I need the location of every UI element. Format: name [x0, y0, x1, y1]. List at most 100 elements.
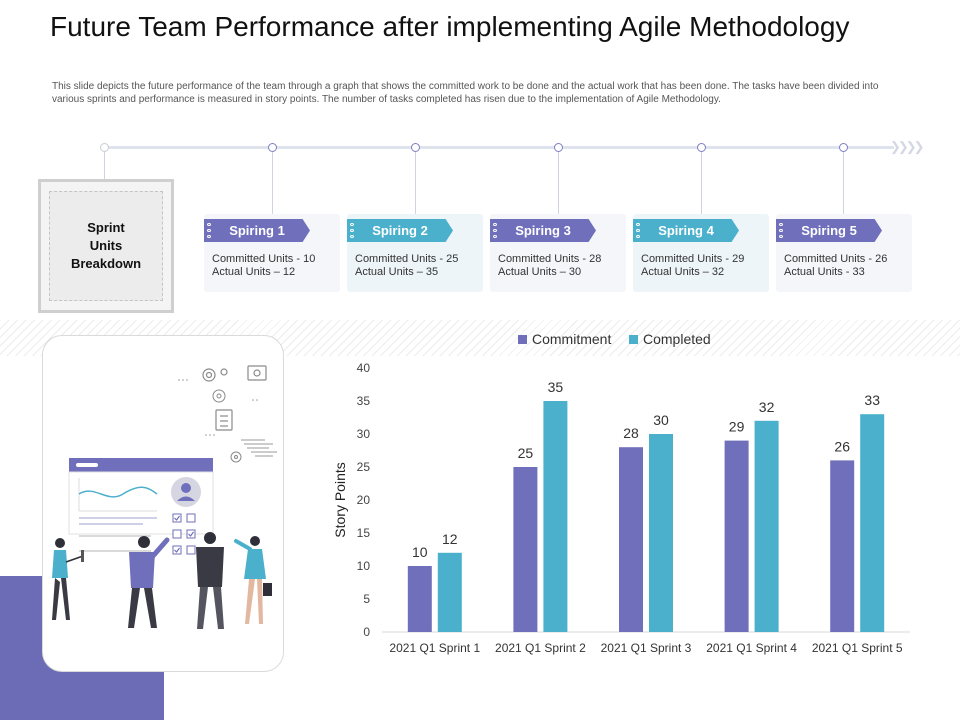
x-tick-label: 2021 Q1 Sprint 3: [601, 641, 692, 655]
timeline-connector-1: [272, 152, 273, 214]
x-tick-label: 2021 Q1 Sprint 2: [495, 641, 586, 655]
target-icon: [212, 389, 226, 403]
sprint-units: Committed Units - 25 Actual Units – 35: [355, 253, 458, 279]
checkbox-list: [79, 513, 196, 555]
committed-units: Committed Units - 10: [212, 253, 316, 265]
y-tick-label: 40: [357, 361, 371, 375]
bar-commitment: [724, 440, 749, 632]
timeline-line: [104, 146, 894, 149]
sprint-name: Spiring 3: [515, 223, 571, 238]
y-tick-label: 5: [363, 592, 370, 606]
data-label: 32: [759, 399, 775, 415]
y-tick-label: 10: [357, 559, 371, 573]
sprint-breakdown-box: Sprint Units Breakdown: [38, 179, 174, 313]
y-tick-label: 25: [357, 460, 371, 474]
data-label: 35: [548, 379, 564, 395]
sprint-name: Spiring 4: [658, 223, 714, 238]
data-label: 30: [653, 412, 669, 428]
actual-units: Actual Units - 33: [784, 266, 865, 278]
clipboard-icon: [215, 409, 233, 431]
sprint-card-1: Spiring 1 Committed Units - 10 Actual Un…: [204, 214, 340, 292]
data-label: 12: [442, 531, 458, 547]
sprint-tag-4: Spiring 4: [633, 219, 739, 242]
legend-label: Completed: [643, 331, 711, 347]
x-tick-label: 2021 Q1 Sprint 1: [389, 641, 480, 655]
gear-icon: [202, 368, 228, 382]
person-in-suit: [196, 532, 224, 629]
timeline-dot-start: [100, 143, 109, 152]
legend-swatch: [518, 335, 527, 344]
data-label: 10: [412, 544, 428, 560]
committed-units: Committed Units - 29: [641, 253, 745, 265]
tag-holes-icon: [350, 223, 354, 238]
sprint-card-3: Spiring 3 Committed Units - 28 Actual Un…: [490, 214, 626, 292]
sprint-tag-1: Spiring 1: [204, 219, 310, 242]
sprint-name: Spiring 1: [229, 223, 285, 238]
monitor-icon: [247, 365, 267, 381]
team-illustration: [52, 365, 277, 629]
page-title: Future Team Performance after implementi…: [50, 11, 850, 42]
timeline-dot-1: [268, 143, 277, 152]
legend-label: Commitment: [532, 331, 611, 347]
data-label: 25: [518, 445, 534, 461]
team-illustration-card: [42, 335, 284, 672]
data-label: 26: [834, 438, 850, 454]
actual-units: Actual Units – 30: [498, 266, 582, 278]
y-tick-label: 30: [357, 427, 371, 441]
avatar: [171, 477, 201, 507]
sprint-name: Spiring 2: [372, 223, 428, 238]
page-description: This slide depicts the future performanc…: [52, 81, 879, 105]
sprint-units: Committed Units - 28 Actual Units – 30: [498, 253, 601, 279]
chart-lines-icon: [241, 439, 277, 457]
bar-completed: [649, 434, 673, 632]
story-points-chart: Commitment Completed 0 5 10 15 20 25 30 35 40 Story…: [332, 331, 910, 655]
y-tick-label: 0: [363, 625, 370, 639]
sprint-name: Spiring 5: [801, 223, 857, 238]
bar-commitment: [513, 467, 538, 632]
committed-units: Committed Units - 28: [498, 253, 602, 265]
person-with-tablet: [52, 538, 84, 620]
y-tick-label: 20: [357, 493, 371, 507]
y-tick-label: 15: [357, 526, 371, 540]
y-axis-label: Story Points: [332, 462, 348, 537]
sprint-tag-3: Spiring 3: [490, 219, 596, 242]
committed-units: Committed Units - 26: [784, 253, 888, 265]
x-tick-label: 2021 Q1 Sprint 5: [812, 641, 903, 655]
cursor-icon: [230, 451, 242, 463]
sprint-card-4: Spiring 4 Committed Units - 29 Actual Un…: [633, 214, 769, 292]
tag-holes-icon: [207, 223, 211, 238]
sprint-units: Committed Units - 26 Actual Units - 33: [784, 253, 887, 279]
actual-units: Actual Units – 32: [641, 266, 725, 278]
actual-units: Actual Units – 12: [212, 266, 296, 278]
timeline-dot-4: [697, 143, 706, 152]
sprint-units: Committed Units - 29 Actual Units – 32: [641, 253, 744, 279]
person-with-bag: [234, 536, 272, 624]
data-label: 29: [729, 419, 745, 435]
tag-holes-icon: [636, 223, 640, 238]
timeline-connector-5: [843, 152, 844, 214]
person-pointing: [128, 536, 170, 628]
bar-completed: [543, 401, 568, 632]
y-tick-label: 35: [357, 394, 371, 408]
sprint-tag-2: Spiring 2: [347, 219, 453, 242]
bar-completed: [754, 420, 779, 632]
sprint-breakdown-inner: Sprint Units Breakdown: [49, 191, 163, 301]
bar-commitment: [830, 460, 855, 632]
bar-commitment: [407, 566, 432, 632]
timeline-dot-3: [554, 143, 563, 152]
data-label: 28: [623, 425, 639, 441]
sprint-tag-5: Spiring 5: [776, 219, 882, 242]
bar-commitment: [619, 447, 643, 632]
x-tick-label: 2021 Q1 Sprint 4: [706, 641, 797, 655]
dots-decoration: [178, 379, 258, 436]
sprint-card-5: Spiring 5 Committed Units - 26 Actual Un…: [776, 214, 912, 292]
sprint-units: Committed Units - 10 Actual Units – 12: [212, 253, 315, 279]
legend-swatch: [629, 335, 638, 344]
actual-units: Actual Units – 35: [355, 266, 439, 278]
timeline-connector-3: [558, 152, 559, 214]
bar-completed: [437, 552, 462, 632]
timeline-connector-2: [415, 152, 416, 214]
committed-units: Committed Units - 25: [355, 253, 459, 265]
data-label: 33: [864, 392, 880, 408]
sprint-breakdown-label: Sprint Units Breakdown: [70, 220, 142, 271]
